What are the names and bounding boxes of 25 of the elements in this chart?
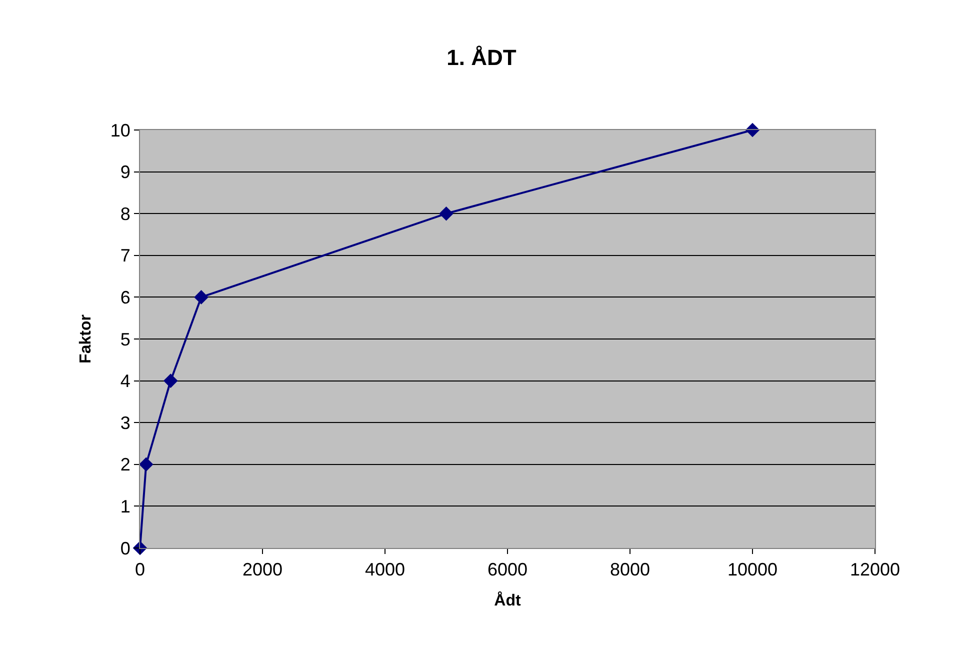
y-tick-label: 2	[120, 454, 130, 475]
y-tick-label: 3	[120, 412, 130, 433]
point	[163, 374, 178, 388]
y-tick-label: 1	[120, 496, 130, 516]
y-tick-label: 9	[120, 162, 130, 182]
x-tick-label: 0	[134, 560, 146, 580]
y-tick-label: 5	[120, 329, 130, 350]
y-tick-label: 4	[120, 371, 130, 392]
x-tick-label: 12000	[850, 560, 900, 580]
x-tick-label: 6000	[487, 560, 528, 580]
x-tick-label: 10000	[727, 560, 778, 580]
point	[194, 290, 208, 304]
chart-title: 1. ÅDT	[446, 44, 517, 70]
point	[138, 457, 154, 472]
y-tick-label: 6	[120, 288, 130, 308]
y-tick-label: 7	[120, 246, 130, 266]
y-tick-label: 8	[120, 204, 130, 224]
x-tick-label: 8000	[610, 560, 650, 580]
x-tick-label: 4000	[364, 560, 406, 580]
y-tick-label: 0	[120, 538, 130, 558]
x-tick-label: 2000	[242, 560, 283, 580]
x-axis-title: Ådt	[494, 590, 522, 610]
y-axis-title: Faktor	[77, 314, 94, 364]
point	[439, 206, 454, 221]
y-tick-label: 10	[110, 120, 130, 140]
